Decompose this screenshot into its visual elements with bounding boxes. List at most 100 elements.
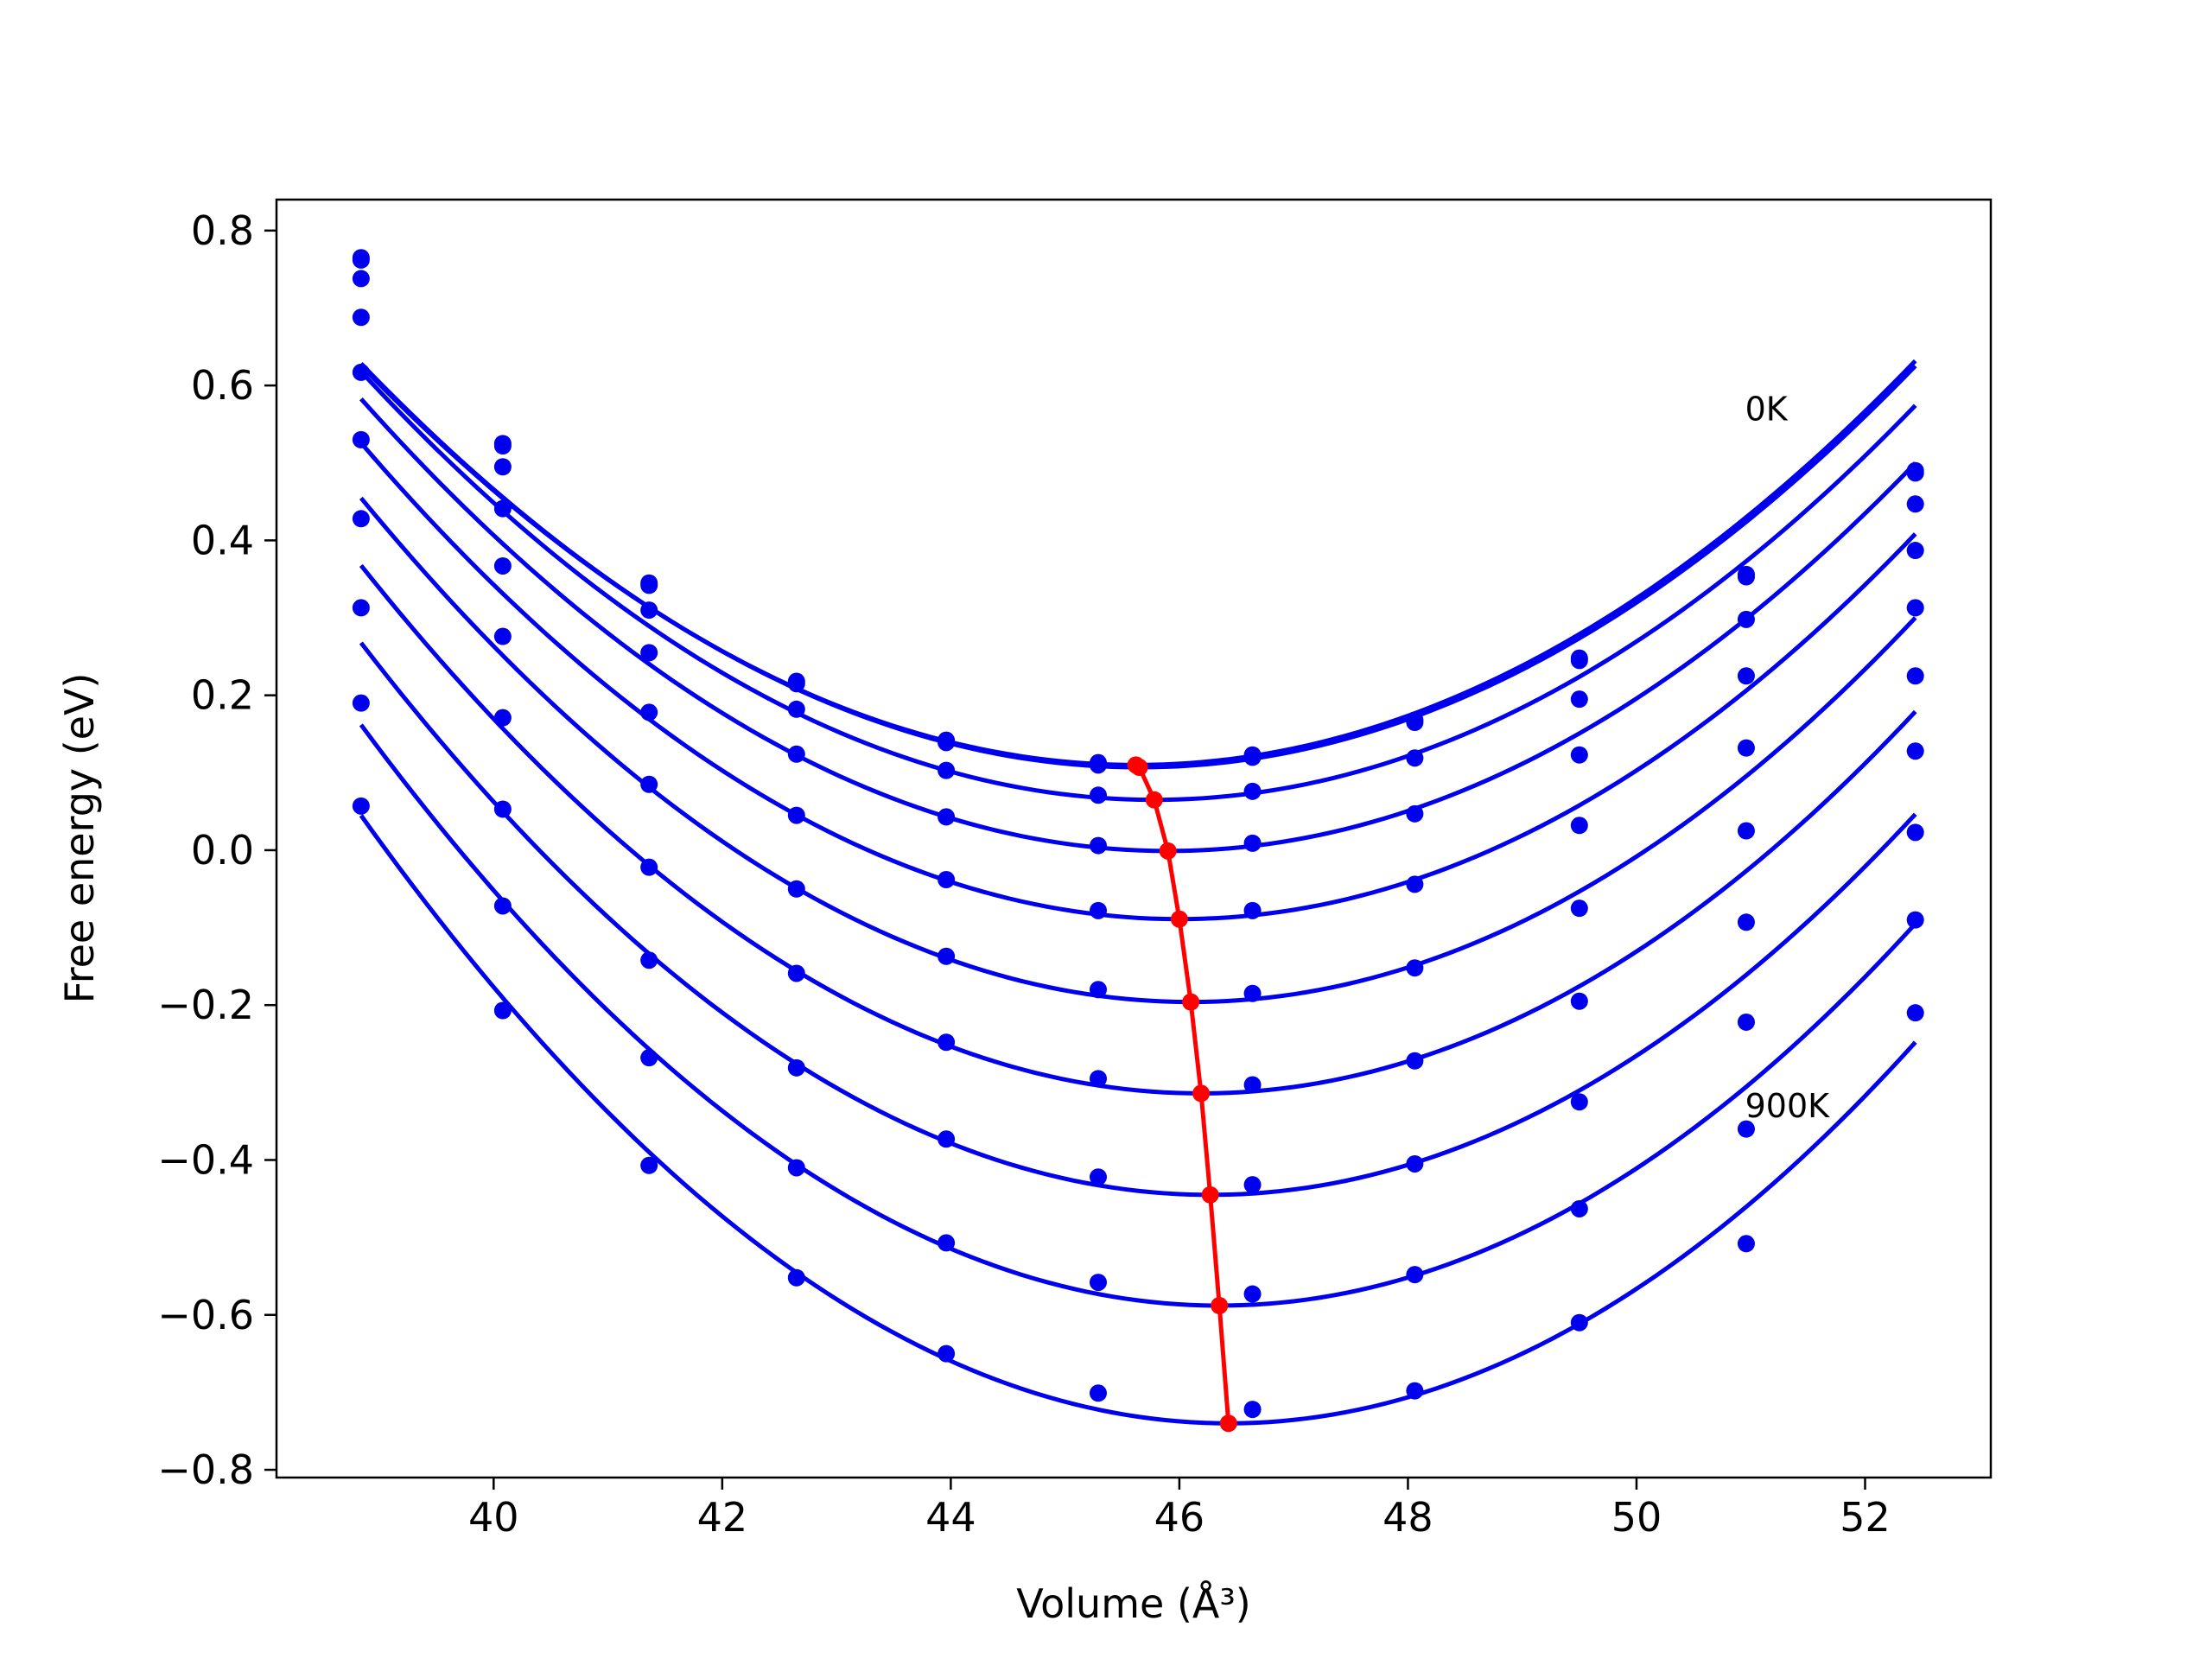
data-point bbox=[1089, 786, 1107, 804]
data-point bbox=[1570, 746, 1588, 764]
data-point bbox=[787, 675, 805, 693]
data-point bbox=[493, 897, 512, 915]
data-point bbox=[1406, 1266, 1424, 1284]
x-tick-label: 52 bbox=[1840, 1494, 1891, 1541]
data-point bbox=[1406, 1382, 1424, 1400]
data-point bbox=[938, 1344, 956, 1363]
data-point bbox=[1737, 739, 1755, 757]
data-point bbox=[1089, 1384, 1107, 1402]
data-point bbox=[640, 951, 658, 969]
data-point bbox=[938, 808, 956, 826]
y-tick-label: 0.2 bbox=[191, 672, 254, 719]
data-point bbox=[1737, 822, 1755, 840]
data-point bbox=[1243, 1176, 1262, 1194]
x-tick-label: 46 bbox=[1154, 1494, 1205, 1541]
data-point bbox=[1089, 981, 1107, 999]
fit-curve-7 bbox=[359, 641, 1917, 1198]
data-point bbox=[1737, 568, 1755, 586]
series-2 bbox=[352, 270, 1924, 804]
minimum-point bbox=[1170, 910, 1188, 928]
data-point bbox=[1243, 1076, 1262, 1094]
data-point bbox=[1737, 1120, 1755, 1138]
data-point bbox=[1089, 756, 1107, 774]
data-point bbox=[493, 627, 512, 645]
data-point bbox=[1406, 714, 1424, 732]
data-point bbox=[1089, 1168, 1107, 1186]
y-tick-label: 0.4 bbox=[191, 517, 254, 563]
data-point bbox=[787, 1268, 805, 1287]
data-point bbox=[352, 363, 370, 381]
series-6 bbox=[352, 510, 1924, 1096]
data-point bbox=[1906, 495, 1924, 513]
minimum-point bbox=[1130, 759, 1148, 777]
y-tick-label: 0.6 bbox=[191, 362, 254, 409]
data-point bbox=[938, 947, 956, 965]
data-point bbox=[1243, 1285, 1262, 1303]
data-point bbox=[1570, 652, 1588, 670]
series-9 bbox=[352, 797, 1924, 1426]
y-tick-label: −0.4 bbox=[157, 1136, 254, 1183]
data-point bbox=[493, 1001, 512, 1020]
data-point bbox=[640, 775, 658, 793]
minimum-point bbox=[1192, 1084, 1211, 1103]
fit-curve-0 bbox=[359, 359, 1917, 767]
fit-curve-3 bbox=[359, 397, 1917, 854]
minimum-point bbox=[1159, 842, 1177, 860]
data-point bbox=[640, 1049, 658, 1067]
x-tick-label: 40 bbox=[468, 1494, 519, 1541]
y-tick-label: 0.8 bbox=[191, 207, 254, 254]
y-axis-label: Free energy (eV) bbox=[56, 673, 103, 1004]
plot-frame bbox=[275, 198, 1993, 1479]
fit-curve-9 bbox=[359, 814, 1917, 1426]
series-3 bbox=[352, 308, 1924, 855]
minimum-point bbox=[1182, 993, 1200, 1011]
data-point bbox=[938, 1033, 956, 1052]
data-point bbox=[640, 858, 658, 876]
minimum-line bbox=[1135, 763, 1231, 1424]
data-point bbox=[1906, 911, 1924, 929]
data-point bbox=[352, 308, 370, 327]
data-point bbox=[938, 761, 956, 779]
data-point bbox=[352, 510, 370, 528]
data-point bbox=[787, 1159, 805, 1177]
minimum-point bbox=[1211, 1297, 1229, 1315]
data-point bbox=[1406, 749, 1424, 767]
data-point bbox=[1089, 1274, 1107, 1292]
data-point bbox=[493, 709, 512, 727]
data-point bbox=[352, 694, 370, 712]
data-point bbox=[787, 806, 805, 824]
data-point bbox=[1406, 875, 1424, 893]
data-point bbox=[1737, 667, 1755, 685]
data-point bbox=[1570, 1093, 1588, 1111]
data-point bbox=[1906, 823, 1924, 842]
data-point bbox=[1906, 742, 1924, 760]
data-point bbox=[938, 1130, 956, 1148]
minimum-path bbox=[1127, 756, 1237, 1433]
data-point bbox=[1089, 901, 1107, 919]
annotation-900k: 900K bbox=[1745, 1087, 1831, 1125]
x-axis-label: Volume (Å³) bbox=[1016, 1580, 1251, 1627]
data-point bbox=[1906, 667, 1924, 685]
fit-curve-5 bbox=[359, 496, 1917, 1005]
data-point bbox=[1570, 817, 1588, 835]
data-point bbox=[1089, 836, 1107, 855]
data-point bbox=[1570, 1199, 1588, 1217]
data-point bbox=[640, 644, 658, 662]
series-1 bbox=[352, 251, 1924, 774]
data-point bbox=[1570, 992, 1588, 1010]
y-tick-label: −0.8 bbox=[157, 1446, 254, 1493]
data-point bbox=[493, 499, 512, 518]
data-point bbox=[1243, 748, 1262, 766]
fit-curve-4 bbox=[359, 441, 1917, 922]
data-point bbox=[787, 880, 805, 898]
data-point bbox=[938, 734, 956, 752]
data-point bbox=[938, 1234, 956, 1252]
data-point bbox=[352, 251, 370, 269]
data-point bbox=[787, 700, 805, 718]
data-point bbox=[493, 458, 512, 476]
data-point bbox=[352, 797, 370, 815]
data-point bbox=[1089, 1070, 1107, 1088]
x-tick-label: 42 bbox=[697, 1494, 748, 1541]
data-point bbox=[1906, 542, 1924, 560]
series-7 bbox=[352, 599, 1924, 1198]
